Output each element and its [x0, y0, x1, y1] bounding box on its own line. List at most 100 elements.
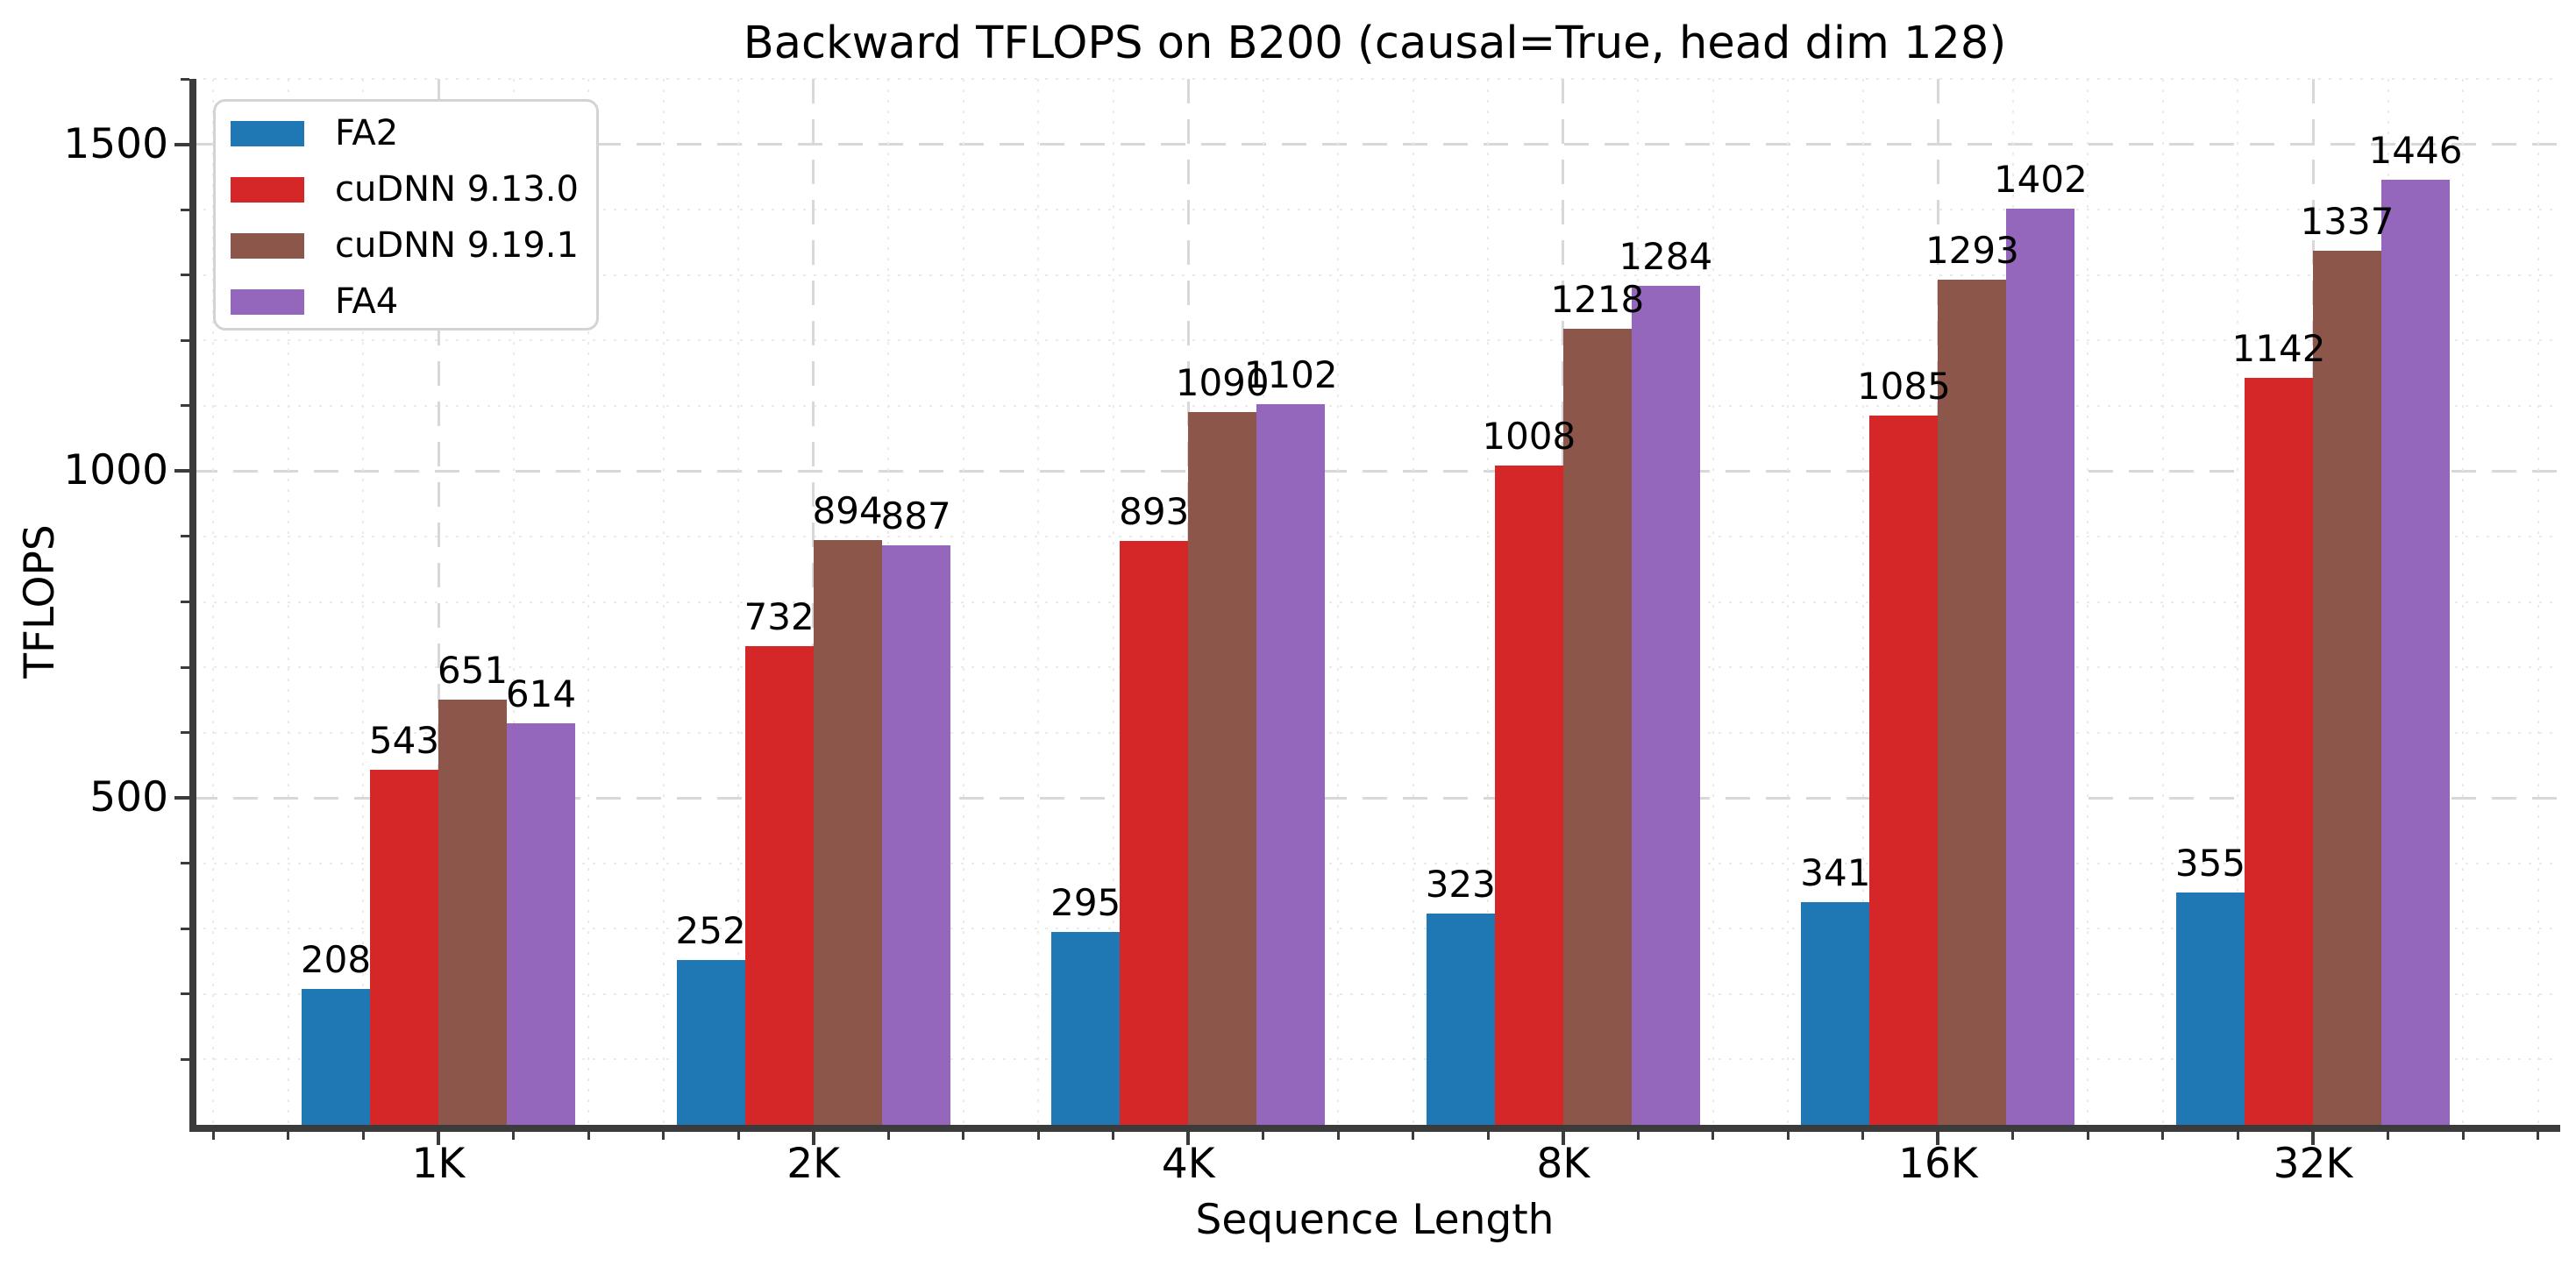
legend-label: cuDNN 9.19.1 [335, 225, 579, 266]
bar-FA2-8K [1426, 914, 1495, 1125]
x-tick-minor [287, 1132, 290, 1140]
x-tick-major [1936, 1132, 1940, 1145]
x-tick-minor [1636, 1132, 1640, 1140]
legend-swatch [231, 176, 304, 203]
bar-cuDNN-9-19-1-8K [1562, 328, 1632, 1125]
bar-value-label: 1402 [1993, 157, 2088, 201]
gridline-minor-h [193, 731, 2557, 734]
legend-item: cuDNN 9.19.1 [231, 217, 596, 274]
x-tick-minor [512, 1132, 516, 1140]
y-tick-minor [181, 862, 189, 865]
y-axis-spine [189, 79, 196, 1132]
bar-value-label: 1284 [1619, 234, 1713, 278]
bar-value-label: 894 [812, 489, 883, 533]
gridline-minor-v [1787, 79, 1790, 1125]
gridline-minor-v [662, 79, 665, 1125]
x-tick-label: 16K [1898, 1140, 1978, 1188]
y-tick-minor [181, 208, 189, 211]
y-tick-major [174, 469, 189, 473]
bar-FA2-32K [2176, 893, 2245, 1125]
gridline-minor-h [193, 209, 2557, 211]
y-tick-minor [181, 77, 189, 81]
y-tick-label: 500 [89, 773, 168, 822]
x-tick-minor [361, 1132, 365, 1140]
bar-value-label: 732 [744, 595, 815, 639]
legend: FA2 cuDNN 9.13.0 cuDNN 9.19.1 FA4 [213, 99, 599, 331]
x-tick-label: 1K [411, 1140, 466, 1188]
bar-value-label: 614 [505, 672, 577, 716]
x-tick-minor [662, 1132, 665, 1140]
y-tick-minor [181, 731, 189, 735]
bar-value-label: 1293 [1925, 228, 2019, 272]
bar-cuDNN-9-19-1-2K [813, 540, 882, 1125]
gridline-minor-v [2087, 79, 2089, 1125]
x-tick-label: 8K [1536, 1140, 1590, 1188]
x-tick-major [2311, 1132, 2315, 1145]
bar-value-label: 893 [1119, 490, 1190, 534]
x-tick-minor [2161, 1132, 2165, 1140]
x-tick-major [1186, 1132, 1191, 1145]
x-tick-minor [1412, 1132, 1415, 1140]
gridline-minor-h [193, 339, 2557, 342]
gridline-minor-h [193, 928, 2557, 930]
gridline-minor-v [1861, 79, 1864, 1125]
gridline-minor-v [1412, 79, 1414, 1125]
x-tick-minor [1711, 1132, 1715, 1140]
bar-FA2-16K [1801, 901, 1870, 1125]
gridline-minor-h [193, 274, 2557, 276]
x-axis-label: Sequence Length [1195, 1196, 1555, 1244]
gridline-minor-v [587, 79, 590, 1125]
gridline-minor-v [1037, 79, 1040, 1125]
legend-swatch [231, 232, 304, 259]
x-tick-minor [1262, 1132, 1265, 1140]
x-tick-minor [1861, 1132, 1865, 1140]
bar-FA4-8K [1631, 285, 1700, 1125]
bar-cuDNN-9-13-0-8K [1494, 466, 1563, 1125]
bar-value-label: 295 [1050, 881, 1121, 925]
bar-value-label: 355 [2174, 842, 2246, 885]
bar-value-label: 208 [300, 937, 372, 981]
y-tick-minor [181, 665, 189, 669]
x-tick-major [1561, 1132, 1565, 1145]
legend-item: FA2 [231, 105, 596, 161]
bar-value-label: 1008 [1482, 415, 1576, 459]
bar-FA2-2K [676, 960, 745, 1125]
gridline-major-v [437, 79, 440, 1125]
bar-value-label: 252 [675, 909, 746, 953]
legend-item: cuDNN 9.13.0 [231, 161, 596, 217]
gridline-minor-v [1711, 79, 1714, 1125]
gridline-minor-v [1487, 79, 1490, 1125]
gridline-minor-h [193, 666, 2557, 669]
bar-FA4-4K [1256, 404, 1326, 1125]
x-tick-minor [211, 1132, 215, 1140]
x-tick-minor [587, 1132, 590, 1140]
x-tick-minor [2461, 1132, 2465, 1140]
x-axis-spine [189, 1125, 2560, 1132]
gridline-minor-v [1337, 79, 1340, 1125]
gridline-minor-v [362, 79, 365, 1125]
bar-value-label: 651 [437, 648, 509, 692]
y-tick-minor [181, 1057, 189, 1061]
gridline-minor-v [512, 79, 515, 1125]
bar-value-label: 1337 [2300, 200, 2395, 244]
x-tick-minor [737, 1132, 740, 1140]
gridline-minor-v [2537, 79, 2539, 1125]
bar-cuDNN-9-13-0-2K [744, 646, 814, 1125]
bar-value-label: 1090 [1175, 361, 1270, 405]
gridline-minor-h [193, 78, 2557, 80]
bar-value-label: 1142 [2231, 327, 2326, 371]
bar-cuDNN-9-13-0-1K [370, 770, 438, 1125]
gridline-minor-v [2462, 79, 2465, 1125]
legend-item: FA4 [231, 274, 596, 330]
gridline-minor-v [962, 79, 964, 1125]
x-tick-label: 2K [786, 1140, 840, 1188]
legend-swatch [231, 120, 304, 146]
legend-label: FA4 [335, 281, 399, 322]
gridline-minor-v [737, 79, 740, 1125]
x-tick-minor [1336, 1132, 1340, 1140]
bar-cuDNN-9-19-1-4K [1188, 412, 1257, 1125]
x-tick-minor [2236, 1132, 2239, 1140]
bar-value-label: 1085 [1856, 364, 1951, 408]
gridline-minor-h [193, 404, 2557, 407]
